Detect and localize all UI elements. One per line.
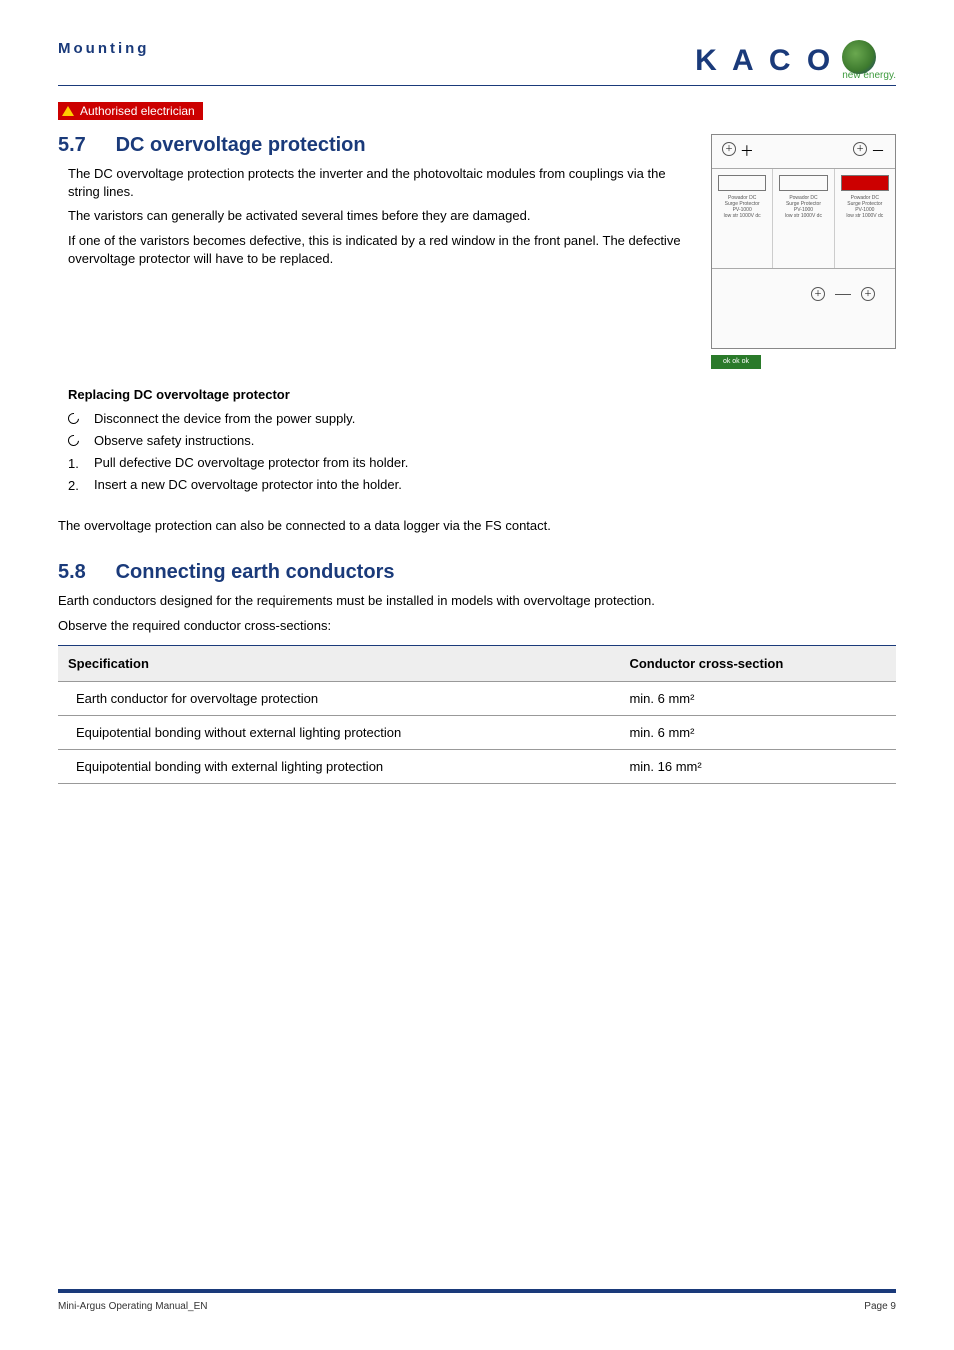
section-5-7-p1: The DC overvoltage protection protects t…: [58, 165, 691, 201]
warning-triangle-icon: [62, 106, 74, 116]
section-number: 5.7: [58, 134, 110, 157]
diagram-cell-3: Powador DC Surge Protector PV-1000 low s…: [835, 169, 895, 268]
diagram-slot-icon: [718, 175, 766, 191]
table-col-cross-section: Conductor cross-section: [619, 645, 896, 681]
table-cell-spec: Equipotential bonding with external ligh…: [58, 749, 619, 783]
diagram-slot-icon: [779, 175, 827, 191]
table-cell-val: min. 16 mm²: [619, 749, 896, 783]
table-row: Equipotential bonding without external l…: [58, 715, 896, 749]
table-row: Equipotential bonding with external ligh…: [58, 749, 896, 783]
terminal-icon: [722, 142, 736, 156]
replacing-steps: Disconnect the device from the power sup…: [58, 408, 896, 496]
diagram-minus-terminal: －: [853, 141, 885, 162]
section-number: 5.8: [58, 561, 110, 584]
ground-terminal-icon: [861, 287, 875, 301]
diagram-footer-label: ok ok ok: [711, 355, 761, 369]
logo-text: K A C O: [695, 44, 834, 78]
diagram-cell-1: Powador DC Surge Protector PV-1000 low s…: [712, 169, 773, 268]
section-title: Connecting earth conductors: [116, 561, 395, 583]
footer-right: Page 9: [864, 1301, 896, 1312]
section-5-7-p2: The varistors can generally be activated…: [58, 207, 691, 225]
badge-text: Authorised electrician: [80, 104, 195, 118]
table-cell-val: min. 6 mm²: [619, 681, 896, 715]
ground-terminal-icon: [811, 287, 825, 301]
replacing-heading: Replacing DC overvoltage protector: [58, 387, 896, 402]
authorised-electrician-badge: Authorised electrician: [58, 102, 203, 120]
section-5-7-heading: 5.7 DC overvoltage protection: [58, 134, 691, 157]
table-row: Earth conductor for overvoltage protecti…: [58, 681, 896, 715]
step-prereq-1: Disconnect the device from the power sup…: [68, 408, 896, 430]
diagram-plus-terminal: ＋: [722, 141, 754, 162]
page-footer: Mini-Argus Operating Manual_EN Page 9: [58, 1289, 896, 1312]
protector-diagram: ＋ － Powador DC Surge Protector PV-1000 l…: [711, 134, 896, 349]
prereq-icon: [66, 433, 81, 448]
prereq-icon: [66, 411, 81, 426]
table-cell-spec: Equipotential bonding without external l…: [58, 715, 619, 749]
table-cell-val: min. 6 mm²: [619, 715, 896, 749]
step-1: 1.Pull defective DC overvoltage protecto…: [68, 452, 896, 474]
page-header: Mounting K A C O new energy.: [58, 40, 896, 86]
diagram-slot-defective-icon: [841, 175, 889, 191]
terminal-icon: [853, 142, 867, 156]
logo-swirl-icon: [842, 40, 876, 74]
logo: K A C O new energy.: [695, 40, 896, 81]
table-col-spec: Specification: [58, 645, 619, 681]
table-cell-spec: Earth conductor for overvoltage protecti…: [58, 681, 619, 715]
step-2: 2.Insert a new DC overvoltage protector …: [68, 474, 896, 496]
fs-contact-note: The overvoltage protection can also be c…: [58, 518, 896, 533]
section-5-7-p3: If one of the varistors becomes defectiv…: [58, 232, 691, 268]
footer-left: Mini-Argus Operating Manual_EN: [58, 1301, 208, 1312]
diagram-cell-2: Powador DC Surge Protector PV-1000 low s…: [773, 169, 834, 268]
spec-table: Specification Conductor cross-section Ea…: [58, 645, 896, 784]
header-title: Mounting: [58, 40, 149, 57]
section-5-8-p2: Observe the required conductor cross-sec…: [58, 617, 896, 635]
section-title: DC overvoltage protection: [116, 134, 366, 156]
step-prereq-2: Observe safety instructions.: [68, 430, 896, 452]
ground-line: [835, 294, 851, 295]
section-5-8-heading: 5.8 Connecting earth conductors: [58, 561, 896, 584]
section-5-8-p1: Earth conductors designed for the requir…: [58, 592, 896, 610]
